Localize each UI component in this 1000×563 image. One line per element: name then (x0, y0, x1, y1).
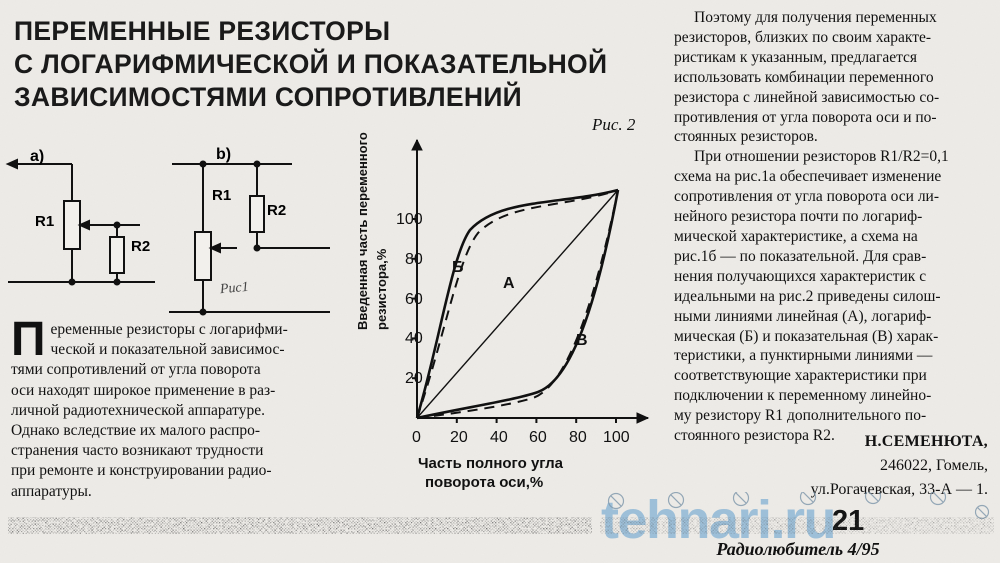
svg-text:В: В (576, 332, 588, 349)
svg-text:40: 40 (405, 330, 423, 347)
svg-text:Б: Б (452, 259, 464, 276)
svg-text:60: 60 (529, 429, 547, 446)
svg-text:80: 80 (405, 251, 423, 268)
svg-text:20: 20 (450, 429, 468, 446)
svg-text:резистора,%: резистора,% (374, 248, 389, 330)
svg-text:Введенная часть переменного: Введенная часть переменного (355, 132, 370, 330)
svg-text:40: 40 (490, 429, 508, 446)
svg-text:100: 100 (396, 211, 423, 228)
svg-text:20: 20 (405, 370, 423, 387)
svg-text:Часть полного угла: Часть полного угла (418, 455, 564, 472)
svg-text:100: 100 (603, 429, 630, 446)
svg-text:поворота оси,%: поворота оси,% (425, 474, 543, 491)
svg-text:А: А (503, 275, 515, 292)
svg-text:0: 0 (412, 429, 421, 446)
svg-text:60: 60 (405, 291, 423, 308)
svg-text:Рис. 2: Рис. 2 (591, 115, 636, 134)
svg-text:80: 80 (569, 429, 587, 446)
